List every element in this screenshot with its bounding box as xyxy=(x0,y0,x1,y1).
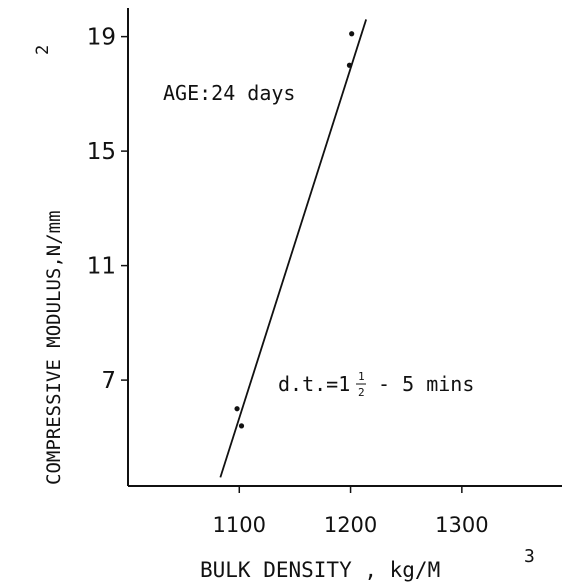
x-tick-label: 1200 xyxy=(324,513,377,537)
axes: 1100 1200 1300 19 15 11 7 xyxy=(87,8,562,537)
y-tick-label: 19 xyxy=(87,25,116,51)
data-point xyxy=(349,31,355,37)
annotation-drying-time: d.t.=1 1 2 - 5 mins xyxy=(278,370,474,399)
y-tick-label: 15 xyxy=(87,139,116,165)
x-tick-label: 1300 xyxy=(435,513,488,537)
labels: AGE:24 days d.t.=1 1 2 - 5 mins BULK DEN… xyxy=(33,45,535,582)
fit-line xyxy=(219,19,368,478)
marks xyxy=(219,19,368,478)
annotation-dt-main: d.t.=1 xyxy=(278,372,350,396)
x-axis-label: BULK DENSITY , kg/M 3 xyxy=(200,546,535,582)
annotation-dt-rest: - 5 mins xyxy=(366,372,474,396)
data-point xyxy=(234,406,240,412)
x-axis-label-superscript: 3 xyxy=(524,546,535,567)
data-point xyxy=(346,62,353,68)
y-axis-label-superscript: 2 xyxy=(33,45,53,55)
y-tick-label: 11 xyxy=(87,254,116,280)
x-axis-label-text: BULK DENSITY , kg/M xyxy=(200,558,440,582)
y-axis-label: COMPRESSIVE MODULUS,N/mm 2 xyxy=(33,45,65,485)
x-tick-label: 1100 xyxy=(213,513,266,537)
data-point xyxy=(238,423,245,429)
annotation-dt-frac-den: 2 xyxy=(358,386,365,399)
annotation-dt-frac-num: 1 xyxy=(358,370,365,383)
y-tick-label: 7 xyxy=(101,368,116,394)
y-axis-label-text: COMPRESSIVE MODULUS,N/mm xyxy=(43,210,65,485)
annotation-age: AGE:24 days xyxy=(163,81,295,105)
